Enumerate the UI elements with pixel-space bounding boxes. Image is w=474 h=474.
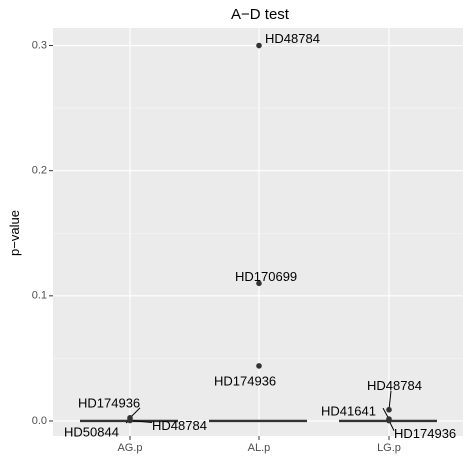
y-tick-label: 0.3: [32, 39, 47, 51]
point-layer: [127, 42, 392, 424]
x-tick-label: AL.p: [248, 442, 271, 454]
point-label: HD174936: [394, 426, 456, 441]
grid-layer: [53, 28, 463, 436]
data-point: [127, 417, 133, 424]
label-connector: [129, 419, 153, 423]
y-tick-label: 0.1: [32, 290, 47, 302]
point-label: HD48784: [152, 418, 207, 433]
point-label: HD50844: [64, 424, 119, 439]
data-point: [256, 363, 262, 369]
point-label: HD48784: [265, 31, 320, 46]
point-label: HD174936: [78, 395, 140, 410]
point-label: HD41641: [321, 404, 376, 419]
data-point: [386, 417, 392, 424]
y-tick-label: 0.0: [32, 415, 47, 427]
data-point: [386, 406, 392, 413]
chart-title: A−D test: [231, 6, 290, 23]
point-label: HD48784: [367, 378, 422, 393]
x-tick-label: AG.p: [117, 442, 142, 454]
y-tick-label: 0.2: [32, 165, 47, 177]
y-axis-title: p−value: [7, 210, 22, 256]
data-point: [256, 42, 262, 49]
label-layer: HD174936 HD50844 HD48784 HD48784 HD170699 HD1…: [64, 31, 456, 441]
data-point: [256, 280, 262, 287]
point-label: HD170699: [235, 269, 297, 284]
x-tick-label: LG.p: [377, 442, 401, 454]
label-connector: [388, 390, 392, 410]
axis-layer: 0.0 0.1 0.2 0.3 AG.p AL.p LG.p: [32, 39, 401, 454]
point-label: HD174936: [214, 373, 276, 388]
